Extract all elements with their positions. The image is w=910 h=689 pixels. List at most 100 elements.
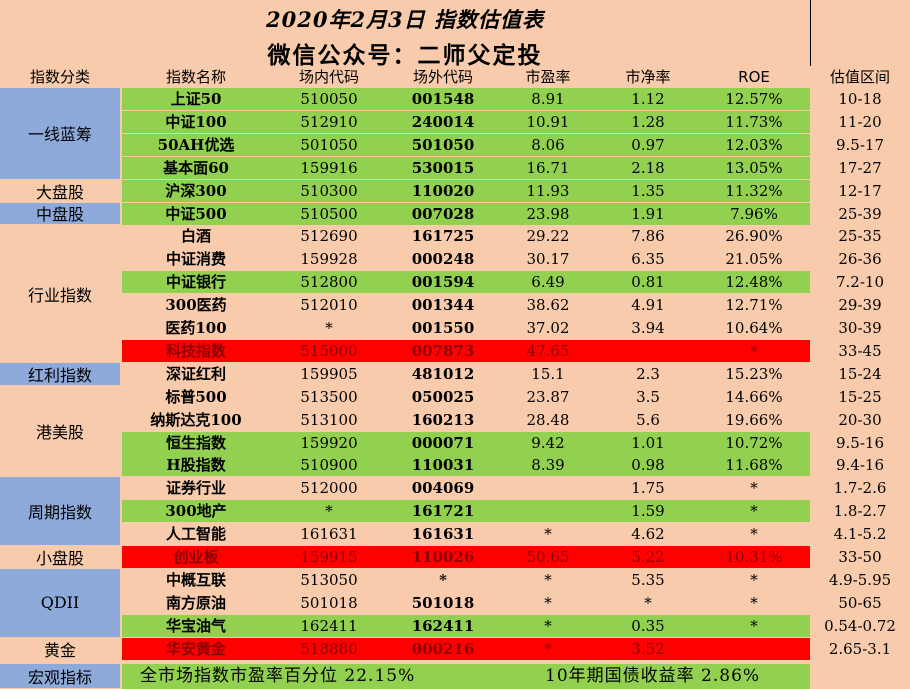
roe-value: 11.73% [725, 112, 783, 131]
onsite-code: 159905 [300, 364, 358, 383]
green-highlight [122, 500, 810, 523]
table-row: 华宝油气 162411 162411 * 0.35 * 0.54-0.72 [0, 614, 910, 637]
pe-value: 9.42 [531, 433, 565, 452]
pb-value: 1.28 [631, 112, 665, 131]
pe-value: 11.93 [526, 181, 570, 200]
valuation-range: 9.5-16 [835, 433, 884, 452]
roe-value: * [750, 502, 758, 521]
valuation-range: 11-20 [838, 112, 882, 131]
onsite-code: 501050 [300, 135, 358, 154]
table-row: 中概互联 513050 * * 5.35 * 4.9-5.95 [0, 569, 910, 591]
pe-value: 28.48 [526, 410, 570, 429]
onsite-code: 162411 [300, 616, 358, 635]
valuation-range: 26-36 [838, 250, 882, 269]
roe-value: 21.05% [725, 250, 783, 269]
onsite-code: 159928 [300, 250, 358, 269]
table-row: 中证100 512910 240014 10.91 1.28 11.73% 11-20 [0, 110, 910, 133]
table-row: 创业板 159915 110026 50.65 5.22 10.31% 33-50 [0, 546, 910, 568]
offsite-code: 007873 [411, 341, 475, 360]
valuation-range: 29-39 [838, 296, 882, 315]
onsite-code: 513500 [300, 387, 358, 406]
valuation-range: 9.5-17 [835, 135, 884, 154]
roe-value: 13.05% [725, 158, 783, 177]
roe-value: 11.68% [725, 456, 783, 475]
onsite-code: 159916 [300, 158, 358, 177]
valuation-range: 25-39 [838, 204, 882, 223]
table-row: 中证500 510500 007028 23.98 1.91 7.96% 25-39 [0, 202, 910, 225]
valuation-range: 4.9-5.95 [828, 570, 892, 589]
green-highlight [122, 202, 810, 225]
index-name: 中证银行 [165, 273, 226, 292]
valuation-range: 7.2-10 [835, 273, 884, 292]
onsite-code: 512010 [300, 296, 358, 315]
pb-value [598, 340, 698, 362]
onsite-code: 510300 [300, 181, 358, 200]
table-row: 深证红利 159905 481012 15.1 2.3 15.23% 15-24 [0, 363, 910, 385]
table-row: 华安黄金 518880 000216 * 3.52 2.65-3.1 [0, 637, 910, 660]
roe-value: 14.66% [725, 387, 783, 406]
pe-value: 6.49 [531, 273, 565, 292]
valuation-range: 9.4-16 [835, 456, 884, 475]
onsite-code: 512000 [300, 479, 358, 498]
offsite-code: 001594 [411, 273, 475, 292]
pb-value: 1.35 [631, 181, 665, 200]
pb-value: * [644, 593, 652, 612]
header-pb: 市净率 [625, 68, 671, 86]
footer-category: 宏观指标 [0, 664, 120, 689]
green-highlight [122, 179, 810, 202]
pe-value: 50.65 [526, 548, 570, 566]
onsite-code: 510050 [300, 90, 358, 108]
valuation-range: 2.65-3.1 [828, 639, 892, 658]
table-row: 沪深300 510300 110020 11.93 1.35 11.32% 12-17 [0, 179, 910, 202]
category-label: QDII [0, 568, 120, 638]
green-highlight [122, 454, 810, 477]
pb-value: 1.75 [631, 479, 665, 498]
pe-value: * [544, 593, 552, 612]
table-row: 基本面60 159916 530015 16.71 2.18 13.05% 17-27 [0, 156, 910, 179]
offsite-code: 110020 [411, 181, 475, 200]
pe-value: 23.87 [526, 387, 570, 406]
pe-value: 23.98 [526, 204, 570, 223]
index-name: 科技指数 [165, 341, 226, 360]
roe-value [698, 638, 810, 660]
offsite-code: 050025 [411, 387, 475, 406]
index-name: 医药100 [165, 319, 227, 337]
onsite-code: 512910 [300, 112, 358, 131]
index-name: 中证100 [165, 112, 227, 131]
pe-value: 30.17 [526, 250, 570, 269]
table-row: 人工智能 161631 161631 * 4.62 * 4.1-5.2 [0, 523, 910, 545]
header-roe: ROE [738, 68, 770, 86]
valuation-range: 30-39 [838, 319, 882, 337]
index-name: 证券行业 [165, 479, 226, 498]
red-highlight [122, 546, 810, 568]
green-highlight [122, 156, 810, 179]
index-name: 沪深300 [165, 181, 227, 200]
index-name: 恒生指数 [165, 433, 226, 452]
pe-value: * [544, 639, 552, 658]
roe-value: * [750, 593, 758, 612]
category-label: 一线蓝筹 [0, 88, 120, 180]
table-row: 上证50 510050 001548 8.91 1.12 12.57% 10-18 [0, 88, 910, 110]
green-highlight [122, 88, 810, 110]
category-label: 周期指数 [0, 477, 120, 546]
pe-value [498, 477, 598, 499]
onsite-code: 510900 [300, 456, 358, 475]
pb-value: 1.01 [631, 433, 665, 452]
footer-bar [122, 664, 810, 689]
valuation-range: 50-65 [838, 593, 882, 612]
offsite-code: 004069 [411, 479, 475, 498]
pe-value: * [544, 525, 552, 544]
offsite-code: 001548 [411, 90, 475, 108]
offsite-code: 001550 [411, 319, 475, 337]
page-title: 2020年2月3日 指数估值表 [266, 7, 544, 32]
roe-value: * [750, 341, 758, 360]
index-name: 人工智能 [165, 525, 226, 544]
index-name: 基本面60 [163, 158, 229, 177]
index-name: 50AH优选 [157, 135, 235, 154]
table-row: 中证消费 159928 000248 30.17 6.35 21.05% 26-36 [0, 248, 910, 270]
category-label: 黄金 [0, 637, 120, 661]
onsite-code: * [325, 502, 333, 521]
valuation-range: 25-35 [838, 227, 882, 246]
roe-value: 7.96% [730, 204, 778, 223]
onsite-code: 510500 [300, 204, 358, 223]
